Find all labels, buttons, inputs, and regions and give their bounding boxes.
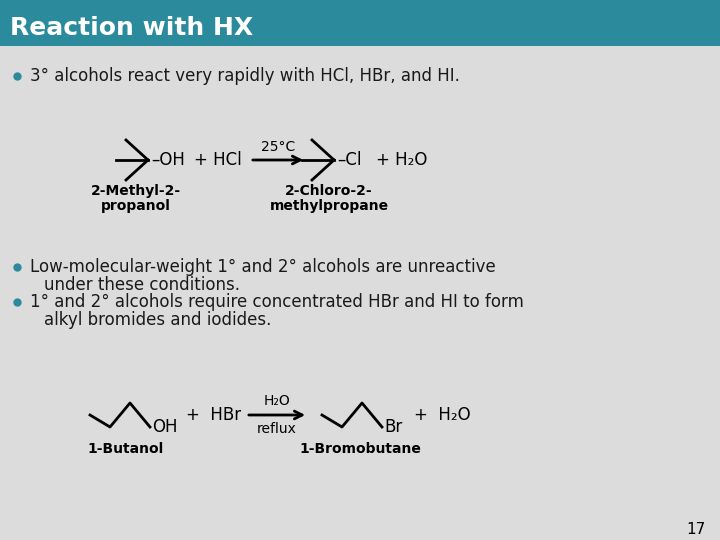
Text: OH: OH: [152, 418, 178, 436]
Text: 1-Butanol: 1-Butanol: [88, 442, 164, 456]
Text: under these conditions.: under these conditions.: [44, 276, 240, 294]
Text: –Cl: –Cl: [337, 151, 361, 169]
Bar: [0, 0, 720, 46]
Text: +  HBr: + HBr: [186, 406, 241, 424]
Text: + H₂O: + H₂O: [376, 151, 428, 169]
Text: 2-Methyl-2-: 2-Methyl-2-: [91, 184, 181, 198]
Text: H₂O: H₂O: [264, 394, 290, 408]
Text: + HCl: + HCl: [194, 151, 242, 169]
Text: methylpropane: methylpropane: [269, 199, 389, 213]
Text: 2-Chloro-2-: 2-Chloro-2-: [285, 184, 373, 198]
Text: –OH: –OH: [151, 151, 185, 169]
Text: 1° and 2° alcohols require concentrated HBr and HI to form: 1° and 2° alcohols require concentrated …: [30, 293, 524, 311]
Text: Reaction with HX: Reaction with HX: [10, 16, 253, 40]
Text: alkyl bromides and iodides.: alkyl bromides and iodides.: [44, 311, 271, 329]
Text: reflux: reflux: [257, 422, 297, 436]
Text: 25°C: 25°C: [261, 140, 295, 154]
Text: 17: 17: [687, 523, 706, 537]
Text: 3° alcohols react very rapidly with HCl, HBr, and HI.: 3° alcohols react very rapidly with HCl,…: [30, 67, 460, 85]
Text: Br: Br: [384, 418, 402, 436]
Text: 1-Bromobutane: 1-Bromobutane: [299, 442, 421, 456]
Text: Low-molecular-weight 1° and 2° alcohols are unreactive: Low-molecular-weight 1° and 2° alcohols …: [30, 258, 496, 276]
Text: propanol: propanol: [101, 199, 171, 213]
Text: +  H₂O: + H₂O: [414, 406, 471, 424]
